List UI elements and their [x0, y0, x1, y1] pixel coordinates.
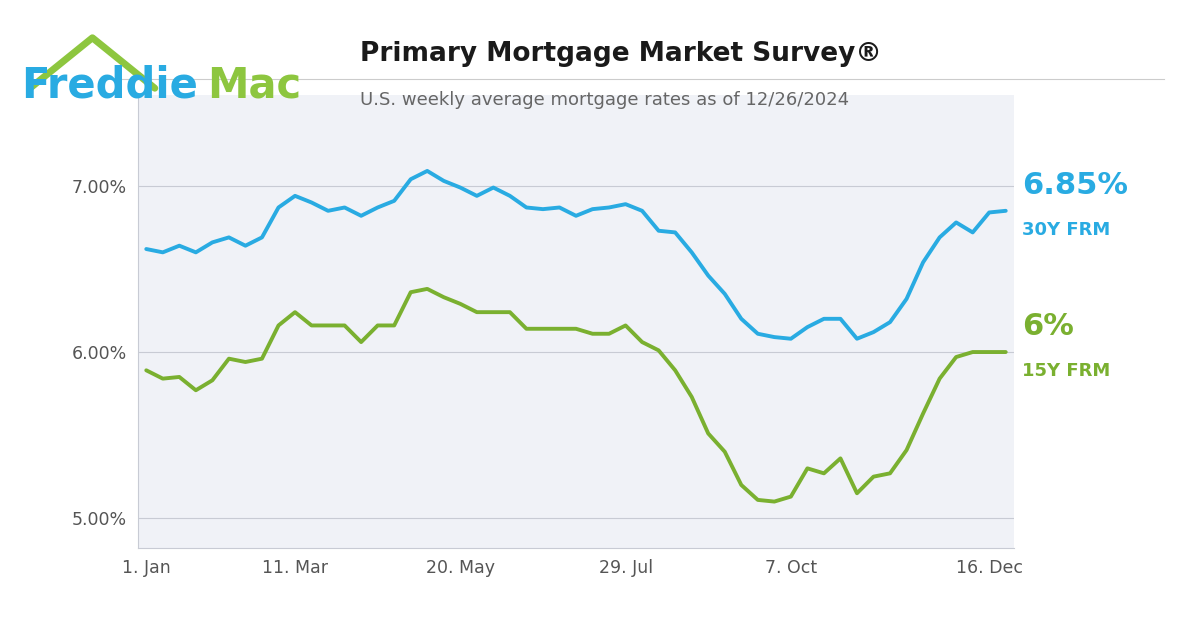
Text: 30Y FRM: 30Y FRM — [1022, 220, 1111, 239]
Text: Primary Mortgage Market Survey®: Primary Mortgage Market Survey® — [360, 41, 882, 67]
Text: Freddie: Freddie — [22, 64, 198, 106]
Text: 15Y FRM: 15Y FRM — [1022, 362, 1111, 380]
Text: 6.85%: 6.85% — [1022, 171, 1128, 200]
Text: U.S. weekly average mortgage rates as of 12/26/2024: U.S. weekly average mortgage rates as of… — [360, 91, 850, 110]
Text: Mac: Mac — [208, 64, 301, 106]
Text: 6%: 6% — [1022, 312, 1074, 341]
